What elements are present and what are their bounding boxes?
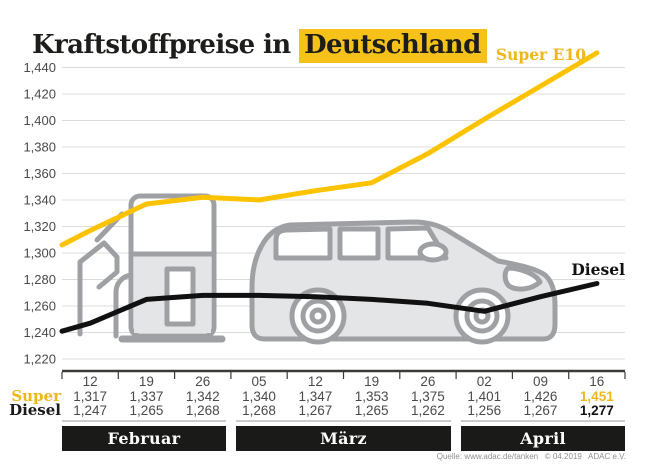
date-cell: 09	[533, 374, 549, 389]
diesel-value-cell: 1,267	[523, 403, 558, 418]
super-value-cell: 1,342	[185, 389, 220, 404]
diesel-value-cell: 1,265	[129, 403, 164, 418]
super-row-label: Super	[11, 387, 61, 405]
y-tick-label: 1,240	[23, 325, 56, 340]
super-value-cell: 1,451	[579, 389, 614, 404]
date-cell: 19	[364, 374, 380, 389]
diesel-value-row: Diesel 1,247 1,265 1,268 1,268 1,267 1,265 1,2…	[0, 403, 625, 418]
month-band-februar: Februar	[62, 426, 226, 451]
title-prefix: Kraftstoffpreise in	[32, 30, 300, 61]
table-separator	[235, 420, 452, 422]
table-separator	[62, 420, 226, 422]
diesel-row-label: Diesel	[9, 401, 61, 419]
super-value-cell: 1,340	[242, 389, 276, 404]
diesel-value-cell: 1,268	[242, 403, 276, 418]
date-cell: 19	[138, 374, 154, 389]
date-cell: 16	[589, 374, 605, 389]
y-tick-label: 1,380	[23, 140, 56, 155]
date-cell: 26	[195, 374, 211, 389]
y-axis-labels: 1,440 1,420 1,400 1,380 1,360 1,340 1,320 1,300…	[23, 60, 56, 367]
diesel-value-cell: 1,256	[467, 403, 502, 418]
gridlines	[62, 67, 625, 360]
y-tick-label: 1,220	[23, 352, 56, 367]
date-cell: 05	[251, 374, 267, 389]
diesel-value-cell: 1,247	[73, 403, 108, 418]
month-band-april: April	[461, 426, 625, 451]
y-tick-label: 1,340	[23, 193, 56, 208]
super-e10-line	[59, 50, 600, 248]
y-tick-label: 1,300	[23, 246, 56, 261]
super-value-cell: 1,347	[298, 389, 333, 404]
y-tick-label: 1,260	[23, 299, 56, 314]
diesel-value-cell: 1,267	[298, 403, 333, 418]
diesel-value-cell: 1,277	[579, 403, 614, 418]
fuel-pump-icon	[77, 193, 226, 343]
super-e10-line-label: Super E10	[495, 45, 586, 64]
y-tick-label: 1,280	[23, 272, 56, 287]
month-band-märz: März	[235, 426, 452, 451]
y-tick-label: 1,360	[23, 166, 56, 181]
data-lines	[59, 50, 600, 334]
diesel-value-cell: 1,268	[185, 403, 220, 418]
date-cell: 12	[82, 374, 98, 389]
car-icon	[249, 219, 558, 345]
y-tick-label: 1,420	[23, 87, 56, 102]
diesel-line-label: Diesel	[571, 260, 625, 279]
diesel-line	[59, 281, 600, 334]
super-value-cell: 1,375	[411, 389, 445, 404]
super-value-cell: 1,317	[73, 389, 108, 404]
title-highlight: Deutschland	[299, 29, 487, 64]
y-tick-label: 1,440	[23, 60, 56, 75]
date-cell: 12	[307, 374, 323, 389]
date-cell: 26	[420, 374, 436, 389]
super-value-cell: 1,353	[354, 389, 389, 404]
source-note: Quelle: www.adac.de/tanken © 04.2019 ADA…	[436, 452, 626, 461]
super-value-cell: 1,337	[129, 389, 164, 404]
super-value-cell: 1,401	[467, 389, 502, 404]
diesel-value-cell: 1,262	[411, 403, 445, 418]
y-tick-label: 1,320	[23, 219, 56, 234]
diesel-value-cell: 1,265	[354, 403, 389, 418]
y-tick-label: 1,400	[23, 113, 56, 128]
date-header-row: 12 19 26 05 12 19 26 02 09 16	[0, 375, 625, 389]
page-title: Kraftstoffpreise in Deutschland	[32, 29, 487, 64]
table-separator	[461, 420, 625, 422]
date-cell: 02	[476, 374, 492, 389]
super-value-cell: 1,426	[523, 389, 558, 404]
super-value-row: Super 1,317 1,337 1,342 1,340 1,347 1,353 1,37…	[0, 389, 625, 404]
